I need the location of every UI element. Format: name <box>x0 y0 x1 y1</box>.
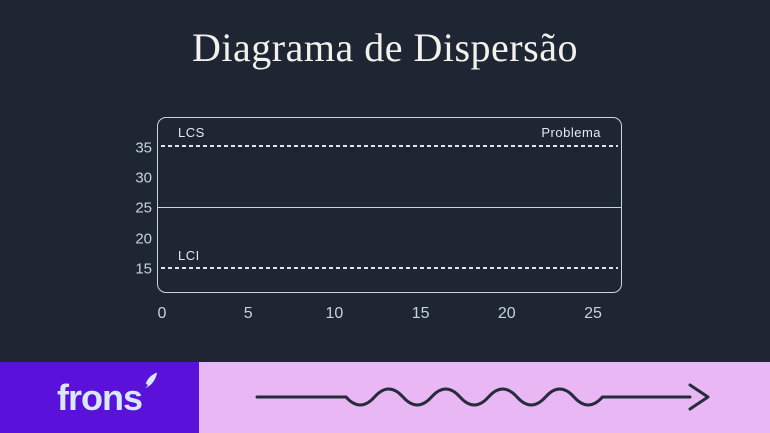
center-line <box>158 207 621 208</box>
leaf-icon <box>143 372 158 389</box>
footer-band: frons <box>0 362 770 433</box>
y-axis-tick-label: 30 <box>135 169 152 187</box>
y-axis-tick-label: 20 <box>135 230 152 248</box>
page-title: Diagrama de Dispersão <box>192 25 578 70</box>
frons-logo-block: frons <box>0 362 199 433</box>
lcs-label: LCS <box>178 125 205 140</box>
x-axis-tick-label: 0 <box>157 305 167 322</box>
problema-label: Problema <box>541 125 601 140</box>
lci-label: LCI <box>178 248 200 263</box>
lci-dashed-line <box>161 267 618 269</box>
y-axis-tick-label: 15 <box>135 260 152 278</box>
x-axis-tick-label: 15 <box>411 305 430 322</box>
frons-logo: frons <box>57 372 158 418</box>
scatter-chart-plot-area: LCS Problema LCI <box>157 117 622 293</box>
wavy-arrow-right-icon <box>255 383 710 411</box>
x-axis-tick-label: 10 <box>325 305 344 322</box>
lcs-dashed-line <box>161 145 618 147</box>
y-axis-tick-label: 25 <box>135 199 152 217</box>
y-axis-tick-label: 35 <box>135 139 152 156</box>
x-axis-tick-label: 5 <box>243 305 253 322</box>
x-axis-tick-label: 20 <box>497 305 516 322</box>
x-axis-tick-label: 25 <box>584 305 602 322</box>
frons-logo-text: frons <box>57 376 143 418</box>
process-arrow-band <box>199 362 770 433</box>
